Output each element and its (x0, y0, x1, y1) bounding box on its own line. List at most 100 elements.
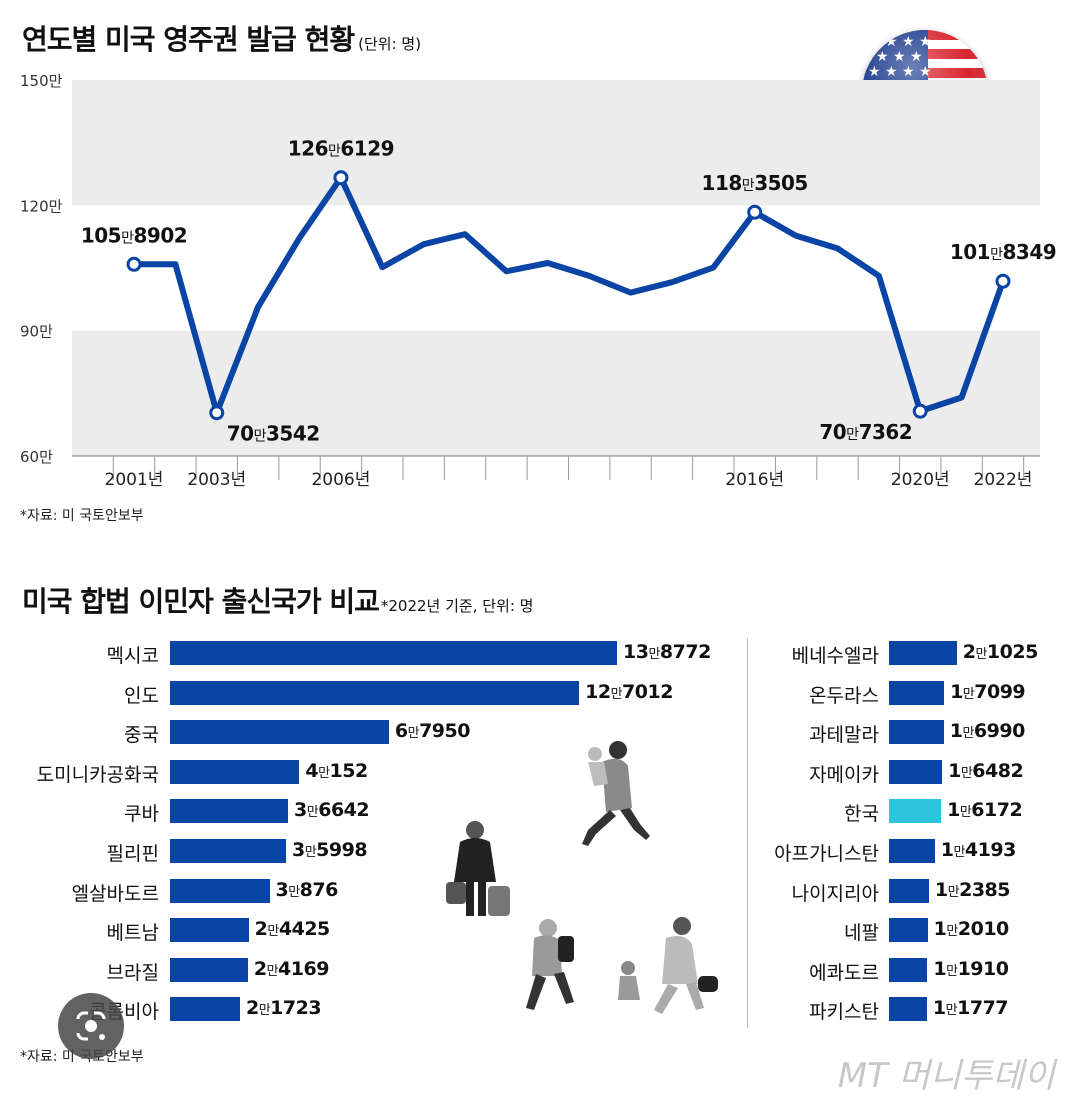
bar-value-label: 1만1910 (933, 957, 1009, 980)
bar-row: 온두라스 1만7099 (0, 680, 1073, 707)
bar-row: 나이지리아 1만2385 (0, 878, 1073, 905)
country-name: 나이지리아 (791, 882, 879, 905)
bar (170, 839, 286, 863)
country-name: 멕시코 (106, 645, 159, 667)
bar-value-label: 1만4193 (940, 839, 1017, 861)
bar (170, 918, 249, 943)
band-top (72, 80, 1040, 206)
bar-row: 중국 6만7950 (0, 719, 1073, 747)
country-name: 필리핀 (106, 843, 159, 865)
bar (170, 799, 288, 824)
data-point-marker (333, 170, 349, 186)
bar (889, 641, 957, 665)
country-name: 브라질 (106, 961, 159, 984)
adult-and-child-walking (618, 917, 718, 1014)
country-name: 온두라스 (809, 684, 879, 707)
bar (170, 878, 270, 903)
bar-value-label: 13만8772 (623, 641, 711, 663)
country-name: 에콰도르 (809, 961, 879, 984)
data-label: 70만7362 (819, 420, 912, 444)
bar-row: 과테말라 1만6990 (0, 719, 1073, 747)
bar-value-label: 2만1025 (962, 641, 1039, 663)
bar-value-label: 2만4169 (253, 957, 330, 980)
country-name: 한국 (844, 803, 879, 826)
bar-value-label: 6만7950 (394, 720, 471, 743)
bar (889, 680, 945, 705)
series-line (131, 174, 1006, 416)
country-name: 쿠바 (124, 803, 159, 826)
x-tick-label: 2022년 (974, 470, 1033, 490)
data-label: 101만8349 (950, 240, 1056, 264)
bar-value-label: 3만6642 (294, 799, 370, 822)
line-chart-unit: (단위: 명) (358, 35, 422, 53)
google-lens-icon[interactable] (58, 993, 124, 1059)
x-tick-label: 2020년 (891, 470, 950, 490)
bar-value-label: 4만152 (305, 759, 368, 782)
bar (889, 799, 942, 824)
walking-person-with-child (582, 741, 650, 846)
bar (889, 839, 935, 863)
country-name: 인도 (124, 684, 159, 707)
data-label: 70만3542 (227, 422, 320, 446)
publisher-watermark: MT 머니투데이 (837, 1056, 1055, 1096)
bar (889, 997, 927, 1022)
bar (889, 878, 929, 903)
bar-value-label: 3만5998 (291, 839, 368, 861)
bar-value-label: 2만4425 (254, 918, 331, 941)
bar-row: 네팔 1만2010 (0, 917, 1073, 944)
bar-value-label: 3만876 (275, 878, 338, 901)
bar (170, 957, 248, 982)
bar-value-label: 1만2010 (933, 918, 1010, 941)
bar-value-label: 12만7012 (585, 680, 673, 703)
data-point-marker (126, 256, 142, 272)
data-point-marker (747, 204, 763, 220)
y-tick-label: 60만 (20, 448, 53, 466)
line-chart-source: *자료: 미 국토안보부 (20, 508, 144, 524)
data-label: 126만6129 (288, 137, 394, 161)
bar-row: 아프가니스탄 1만4193 (0, 838, 1073, 865)
y-tick-label: 120만 (20, 197, 63, 215)
bar-value-label: 1만1777 (932, 997, 1009, 1020)
chart-divider (747, 638, 748, 1028)
person-with-suitcases (446, 821, 510, 916)
x-tick-label: 2016년 (725, 470, 784, 490)
bar (170, 997, 240, 1022)
data-point-marker (209, 405, 225, 421)
data-point-marker (995, 273, 1011, 289)
data-label: 118만3505 (702, 171, 808, 195)
bar (889, 957, 928, 982)
country-name: 과테말라 (809, 724, 879, 747)
migrant-people-illustration (446, 741, 718, 1014)
bar-row: 베트남 2만4425 (0, 917, 1073, 945)
data-label: 105만8902 (81, 223, 187, 247)
country-name: 중국 (124, 724, 159, 747)
country-name: 베트남 (106, 922, 159, 945)
y-tick-label: 90만 (20, 323, 53, 341)
x-tick-label: 2001년 (105, 470, 164, 490)
bar-row: 브라질 2만4169 (0, 957, 1073, 984)
line-chart: 60만 90만 120만 150만 2001년 2003년 2006년 2016년 2020년 2… (20, 72, 1057, 490)
country-name: 베네수엘라 (791, 645, 879, 667)
bar-value-label: 1만6990 (949, 720, 1026, 743)
line-chart-title-text: 연도별 미국 영주권 발급 현황 (22, 23, 355, 56)
bar-row: 에콰도르 1만1910 (0, 957, 1073, 984)
bar (170, 759, 300, 784)
x-tick-label: 2006년 (311, 470, 370, 490)
bar-value-label: 1만6172 (947, 799, 1023, 822)
country-name: 파키스탄 (809, 1001, 879, 1024)
bar-row: 멕시코 13만8772 (0, 640, 1073, 667)
bar-row: 필리핀 3만5998 (0, 838, 1073, 865)
bar-value-label: 1만6482 (948, 759, 1024, 782)
bar (170, 720, 389, 745)
country-name: 도미니카공화국 (36, 763, 159, 786)
x-tick-label: 2003년 (187, 470, 246, 490)
bar-chart-unit: *2022년 기준, 단위: 명 (380, 597, 534, 615)
person-with-backpack (526, 919, 574, 1010)
bar (889, 720, 944, 745)
country-name: 아프가니스탄 (774, 843, 879, 865)
line-chart-title: 연도별 미국 영주권 발급 현황 (단위: 명) (22, 18, 421, 58)
bar-value-label: 1만7099 (950, 680, 1026, 703)
bar-row: 한국 1만6172 (0, 798, 1073, 826)
band-bottom (72, 330, 1040, 456)
bar (170, 680, 580, 705)
